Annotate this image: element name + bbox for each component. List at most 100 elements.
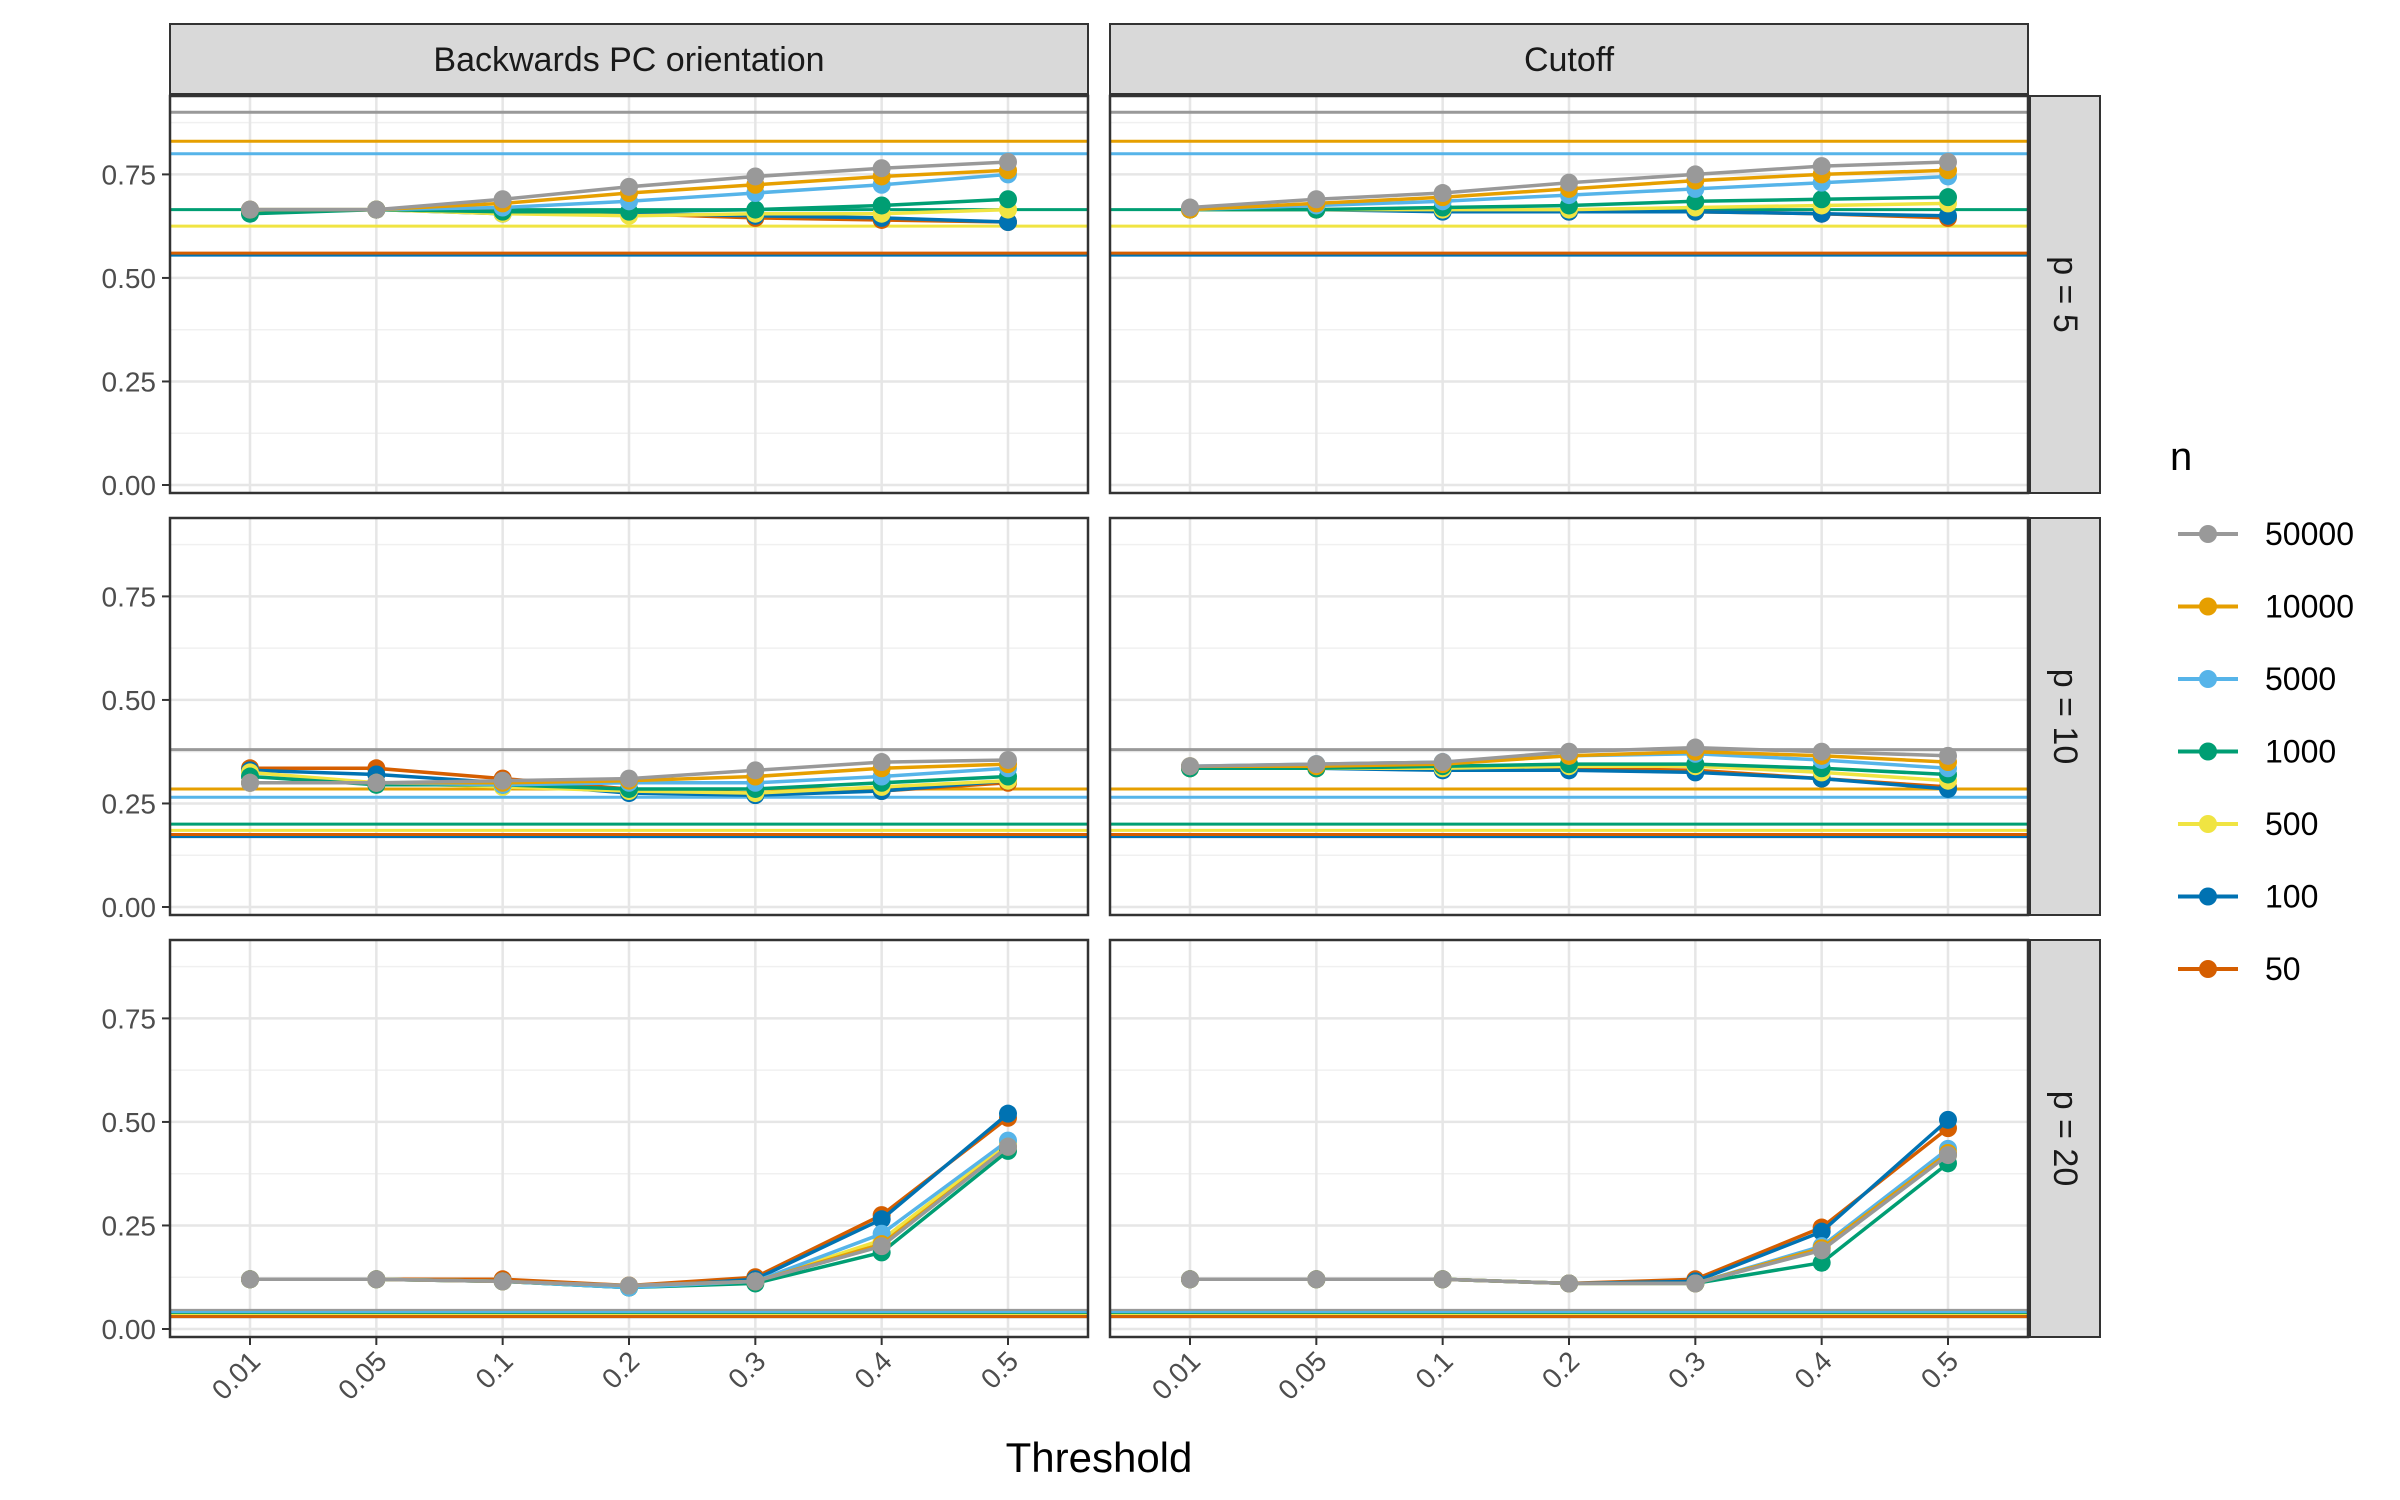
- data-point-n-50000: [1181, 757, 1199, 776]
- data-point-n-50000: [1812, 1241, 1831, 1260]
- data-point-n-50000: [620, 177, 638, 196]
- y-tick-label: 0.50: [102, 1107, 157, 1138]
- data-point-n-1000: [872, 196, 891, 215]
- data-point-n-50000: [872, 159, 891, 178]
- column-strip-backwards-pc-orientation: [169, 23, 1089, 95]
- data-point-n-100: [872, 1210, 891, 1229]
- legend-label-n-5000: 5000: [2265, 661, 2336, 697]
- x-tick-label: 0.2: [1536, 1345, 1585, 1394]
- x-tick-label: 0.5: [1915, 1345, 1964, 1394]
- data-point-n-50000: [1560, 742, 1578, 761]
- legend-key-point: [2199, 670, 2217, 688]
- row-strip-p-20: [2029, 939, 2101, 1338]
- y-tick-label: 0.25: [102, 1210, 157, 1241]
- y-tick-label: 0.25: [102, 788, 157, 819]
- legend-key-point: [2199, 742, 2217, 761]
- data-point-n-50000: [367, 773, 386, 792]
- data-point-n-100: [1939, 1110, 1957, 1129]
- data-point-n-50000: [1307, 190, 1326, 209]
- data-point-n-100: [1812, 1222, 1831, 1241]
- data-point-n-50000: [1686, 1274, 1705, 1293]
- data-point-n-50000: [999, 750, 1017, 769]
- data-point-n-50000: [620, 1276, 638, 1295]
- data-point-n-50000: [1433, 184, 1452, 203]
- data-point-n-50000: [1686, 738, 1705, 757]
- data-point-n-50000: [746, 761, 765, 780]
- legend-title: n: [2170, 435, 2192, 479]
- y-tick-label: 0.75: [102, 581, 157, 612]
- data-point-n-50000: [493, 1272, 512, 1291]
- legend-label-n-10000: 10000: [2265, 589, 2354, 625]
- x-tick-label: 0.5: [975, 1345, 1024, 1394]
- data-point-n-50000: [367, 1270, 386, 1289]
- legend-key-point: [2199, 815, 2217, 833]
- data-point-n-1000: [746, 200, 765, 219]
- data-point-n-50000: [1307, 1270, 1326, 1289]
- x-tick-label: 0.05: [332, 1345, 392, 1405]
- data-point-n-1000: [1939, 188, 1957, 207]
- column-strip-label: Backwards PC orientation: [433, 41, 824, 79]
- data-point-n-50000: [1686, 165, 1705, 184]
- data-point-n-50000: [872, 1237, 891, 1256]
- data-point-n-50000: [493, 190, 512, 209]
- data-point-n-50000: [1939, 152, 1957, 171]
- panel-border: [1108, 94, 2030, 495]
- x-tick-label: 0.01: [206, 1345, 266, 1405]
- panel-cutoff-p-10: [1108, 516, 2030, 917]
- data-point-n-1000: [1812, 190, 1831, 209]
- legend-label-n-50000: 50000: [2265, 516, 2354, 552]
- y-tick-label: 0.00: [102, 892, 157, 923]
- y-tick-label: 0.00: [102, 470, 157, 501]
- x-tick-label: 0.01: [1146, 1345, 1206, 1405]
- x-tick-label: 0.1: [469, 1345, 518, 1394]
- data-point-n-50000: [1181, 198, 1199, 217]
- y-tick-label: 0.50: [102, 263, 157, 294]
- legend-label-n-1000: 1000: [2265, 734, 2336, 770]
- y-tick-label: 0.75: [102, 159, 157, 190]
- data-point-n-100: [999, 1104, 1017, 1123]
- data-point-n-100: [999, 213, 1017, 232]
- legend-key-point: [2199, 525, 2217, 543]
- data-point-n-50000: [1939, 746, 1957, 765]
- data-point-n-50000: [1560, 173, 1578, 192]
- row-strip-label: p = 5: [2046, 256, 2084, 333]
- panel-backwards-pc-orientation-p-20: 0.00 0.25 0.50 0.75 0.01 0.05 0.1 0.2 0.3 0.4 0.5: [102, 938, 1090, 1406]
- data-point-n-50000: [1812, 157, 1831, 176]
- data-point-n-50000: [241, 200, 259, 219]
- legend-label-n-50: 50: [2265, 951, 2301, 987]
- data-point-n-50000: [999, 1137, 1017, 1156]
- x-tick-label: 0.05: [1272, 1345, 1332, 1405]
- data-point-n-50000: [620, 769, 638, 788]
- y-tick-label: 0.25: [102, 366, 157, 397]
- data-point-n-50000: [241, 773, 259, 792]
- panel-border: [168, 516, 1090, 917]
- data-point-n-50000: [1433, 1270, 1452, 1289]
- data-point-n-50000: [746, 1272, 765, 1291]
- row-strip-p-5: [2029, 95, 2101, 494]
- y-tick-label: 0.75: [102, 1003, 157, 1034]
- data-point-n-50000: [746, 167, 765, 186]
- data-point-n-1000: [1812, 1253, 1831, 1272]
- data-point-n-50000: [1181, 1270, 1199, 1289]
- panel-backwards-pc-orientation-p-10: 0.00 0.25 0.50 0.75: [102, 516, 1090, 923]
- data-point-n-50000: [1307, 755, 1326, 774]
- legend-key-point: [2199, 960, 2217, 978]
- x-tick-label: 0.1: [1409, 1345, 1458, 1394]
- data-point-n-50000: [1812, 742, 1831, 761]
- data-point-n-50000: [999, 152, 1017, 171]
- data-point-n-50000: [241, 1270, 259, 1289]
- panel-border: [168, 94, 1090, 495]
- panel-border: [1108, 516, 2030, 917]
- legend-key-point: [2199, 597, 2217, 616]
- data-point-n-50000: [1560, 1274, 1578, 1293]
- column-strip-label: Cutoff: [1524, 41, 1615, 79]
- panel-cutoff-p-5: [1108, 94, 2030, 495]
- legend: n 50000 10000 5000 1000 500 100 50: [2170, 435, 2354, 987]
- data-point-n-50000: [493, 771, 512, 790]
- data-point-n-1000: [999, 190, 1017, 209]
- x-tick-label: 0.4: [1788, 1345, 1837, 1394]
- legend-label-n-500: 500: [2265, 806, 2318, 842]
- y-tick-label: 0.50: [102, 685, 157, 716]
- x-tick-label: 0.2: [596, 1345, 645, 1394]
